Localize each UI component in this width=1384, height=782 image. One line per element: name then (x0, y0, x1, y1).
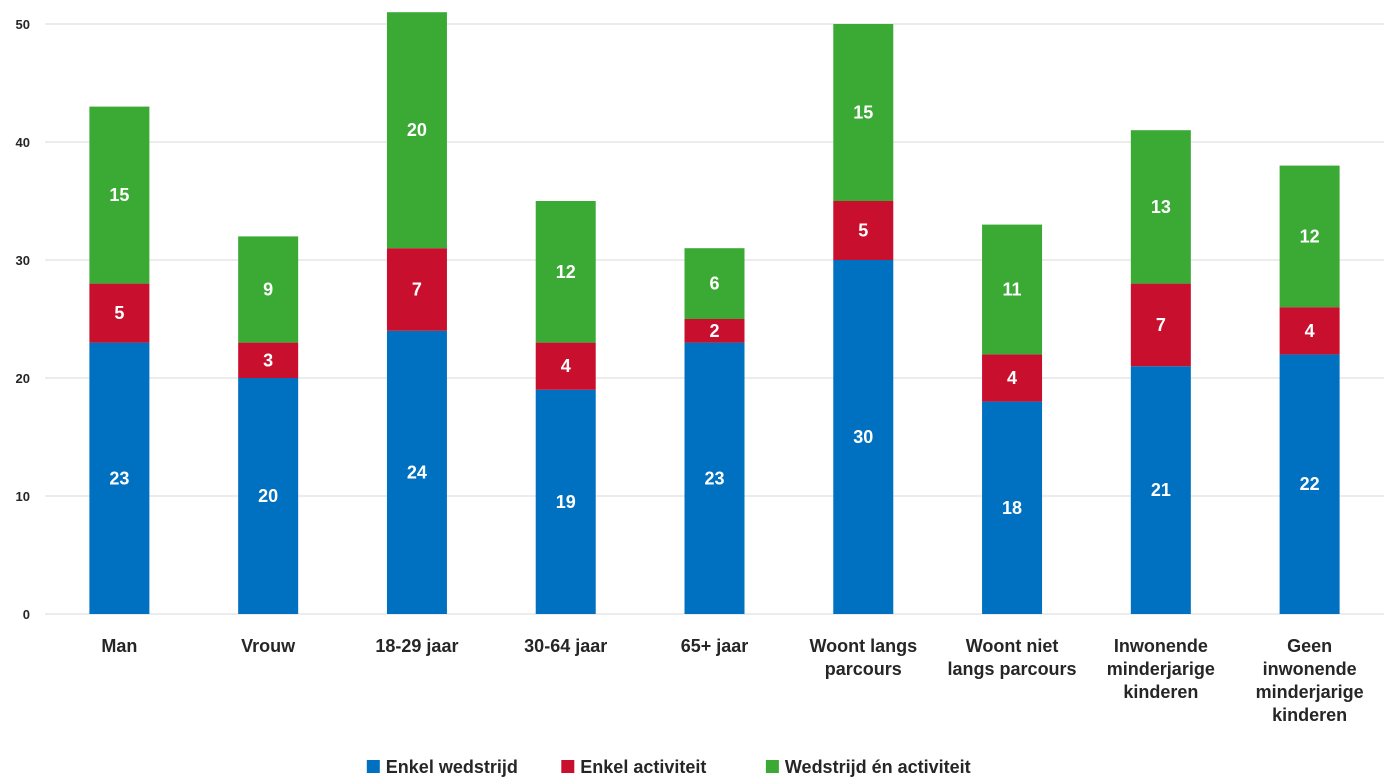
legend-label: Enkel wedstrijd (386, 757, 518, 777)
category-label: 18-29 jaar (375, 636, 458, 656)
data-label: 23 (109, 468, 129, 488)
data-label: 21 (1151, 480, 1171, 500)
category-label: 65+ jaar (681, 636, 749, 656)
legend-swatch (367, 760, 380, 773)
data-label: 22 (1300, 474, 1320, 494)
category-label: Woont langs parcours (809, 636, 917, 679)
category-label: Man (101, 636, 137, 656)
data-label: 7 (1156, 315, 1166, 335)
y-tick-label: 40 (16, 135, 30, 150)
data-label: 6 (709, 274, 719, 294)
y-tick-label: 50 (16, 17, 30, 32)
y-axis: 0 10 20 30 40 50 (16, 17, 30, 622)
data-label: 18 (1002, 498, 1022, 518)
data-label: 13 (1151, 197, 1171, 217)
data-label: 9 (263, 280, 273, 300)
data-label: 7 (412, 280, 422, 300)
data-label: 2 (709, 321, 719, 341)
legend: Enkel wedstrijd Enkel activiteit Wedstrijd… (367, 757, 971, 777)
data-label: 30 (853, 427, 873, 447)
data-label: 24 (407, 462, 427, 482)
category-label: 30-64 jaar (524, 636, 607, 656)
y-tick-label: 10 (16, 489, 30, 504)
legend-swatch (766, 760, 779, 773)
data-label: 15 (853, 103, 873, 123)
legend-label: Enkel activiteit (580, 757, 706, 777)
data-label: 5 (858, 221, 868, 241)
data-label: 4 (1007, 368, 1017, 388)
y-tick-label: 0 (23, 607, 30, 622)
data-label: 3 (263, 350, 273, 370)
data-label: 15 (109, 185, 129, 205)
y-tick-label: 30 (16, 253, 30, 268)
data-label: 12 (1300, 226, 1320, 246)
data-label: 12 (556, 262, 576, 282)
data-label: 4 (561, 356, 571, 376)
data-label: 20 (407, 120, 427, 140)
category-label: Woont niet langs parcours (948, 636, 1077, 679)
category-label: Inwonende minderjarige kinderen (1107, 636, 1215, 702)
category-label: Vrouw (241, 636, 296, 656)
data-label: 4 (1305, 321, 1315, 341)
data-label: 23 (704, 468, 724, 488)
legend-swatch (561, 760, 574, 773)
category-label: Geen inwonende minderjarige kinderen (1256, 636, 1364, 725)
data-label: 11 (1003, 280, 1022, 300)
data-label: 5 (114, 303, 124, 323)
bars (89, 12, 1339, 614)
x-axis: Man Vrouw 18-29 jaar 30-64 jaar 65+ jaar Woon… (101, 636, 1363, 725)
data-label: 20 (258, 486, 278, 506)
data-label: 19 (556, 492, 576, 512)
y-tick-label: 20 (16, 371, 30, 386)
legend-label: Wedstrijd én activiteit (785, 757, 971, 777)
